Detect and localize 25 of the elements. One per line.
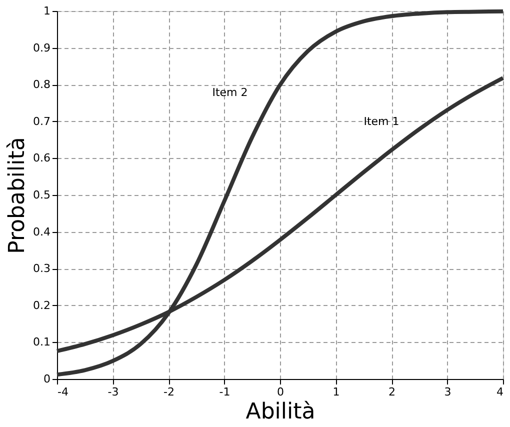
y-tick-label: 0.2	[33, 298, 50, 312]
y-tick-label: 0.8	[33, 78, 50, 92]
x-tick-label: 0	[277, 386, 284, 398]
y-tick-label: 0.1	[33, 336, 50, 349]
x-tick-label: 4	[496, 386, 504, 398]
y-tick-label: 0.4	[33, 225, 50, 238]
y-tick-label: 0.7	[33, 114, 50, 128]
series-label: Item 1	[364, 115, 400, 128]
y-tick-label: 0.6	[33, 152, 50, 165]
line-series	[55, 9, 505, 377]
x-axis-title: Abilità	[246, 400, 316, 424]
x-tick-label: -2	[164, 386, 174, 398]
x-tick-label: -3	[108, 386, 119, 398]
y-axis-title: Probabilità	[5, 137, 30, 254]
y-tick-label: 0.5	[33, 188, 50, 202]
x-tick-label: 1	[332, 386, 340, 398]
x-tick-label: -1	[219, 386, 230, 398]
y-tick-label: 1	[44, 4, 50, 18]
series-label: Item 2	[212, 86, 248, 99]
x-tick-label: 2	[388, 386, 396, 398]
y-tick-label: 0.3	[33, 262, 50, 276]
x-tick-label: -4	[58, 386, 68, 398]
y-tick-label: 0	[44, 372, 50, 386]
y-tick-label: 0.9	[33, 41, 50, 54]
x-tick-label: 3	[444, 386, 452, 398]
